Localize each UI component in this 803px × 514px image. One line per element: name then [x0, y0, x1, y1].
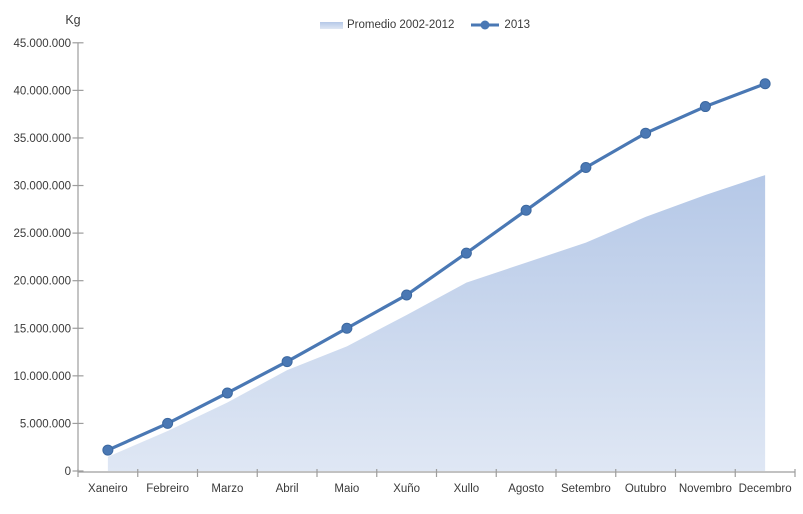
data-point-marker: [341, 322, 353, 334]
y-axis: [72, 42, 84, 472]
x-tick-label: Febreiro: [146, 483, 189, 495]
y-tick-label: 25.000.000: [13, 228, 71, 240]
y-axis-labels: 0 5.000.000 10.000.000 15.000.000 20.000.000…: [13, 38, 71, 478]
area-series-shape: [107, 175, 766, 471]
x-tick-label: Xullo: [454, 483, 480, 495]
x-tick-label: Marzo: [211, 483, 243, 495]
area-swatch-icon: [320, 21, 343, 29]
data-point-marker: [281, 356, 293, 368]
x-tick-label: Xaneiro: [88, 483, 128, 495]
y-tick-label: 30.000.000: [13, 181, 71, 193]
y-tick-label: 5.000.000: [20, 418, 71, 430]
x-tick-label: Decembro: [739, 483, 792, 495]
y-axis-title: Kg: [65, 13, 81, 27]
y-tick-label: 20.000.000: [13, 276, 71, 288]
x-tick-label: Abril: [276, 483, 299, 495]
x-tick-label: Outubro: [625, 483, 667, 495]
legend-item-promedio: Promedio 2002-2012: [320, 19, 454, 31]
x-tick-label: Novembro: [679, 483, 732, 495]
legend-label-promedio: Promedio 2002-2012: [347, 19, 455, 31]
x-tick-label: Xuño: [393, 483, 420, 495]
data-point-marker: [759, 78, 771, 90]
y-tick-label: 15.000.000: [13, 323, 71, 335]
data-point-marker: [460, 247, 472, 259]
data-point-marker: [640, 127, 652, 139]
data-point-marker: [221, 387, 233, 399]
line-series: [102, 78, 771, 456]
x-tick-label: Maio: [334, 483, 359, 495]
area-series: [107, 175, 766, 471]
y-tick-label: 0: [65, 466, 71, 478]
data-point-marker: [520, 204, 532, 216]
data-point-marker: [580, 161, 592, 173]
legend-label-2013: 2013: [504, 19, 531, 31]
x-tick-label: Agosto: [508, 483, 544, 495]
y-tick-label: 40.000.000: [13, 85, 71, 97]
line-marker-icon: [471, 20, 500, 30]
data-point-marker: [102, 444, 114, 456]
x-tick-label: Setembro: [561, 483, 611, 495]
x-axis: [77, 469, 796, 477]
data-point-marker: [162, 417, 174, 429]
y-tick-label: 10.000.000: [13, 371, 71, 383]
y-tick-label: 35.000.000: [13, 133, 71, 145]
data-point-marker: [699, 101, 711, 113]
data-point-marker: [401, 289, 413, 301]
legend-item-2013: 2013: [470, 19, 530, 31]
legend: Promedio 2002-2012 2013: [320, 19, 530, 31]
x-axis-labels: Xaneiro Febreiro Marzo Abril Maio Xuño Xullo Ag…: [88, 483, 792, 495]
y-tick-label: 45.000.000: [13, 38, 71, 50]
line-series-path: [106, 82, 767, 452]
